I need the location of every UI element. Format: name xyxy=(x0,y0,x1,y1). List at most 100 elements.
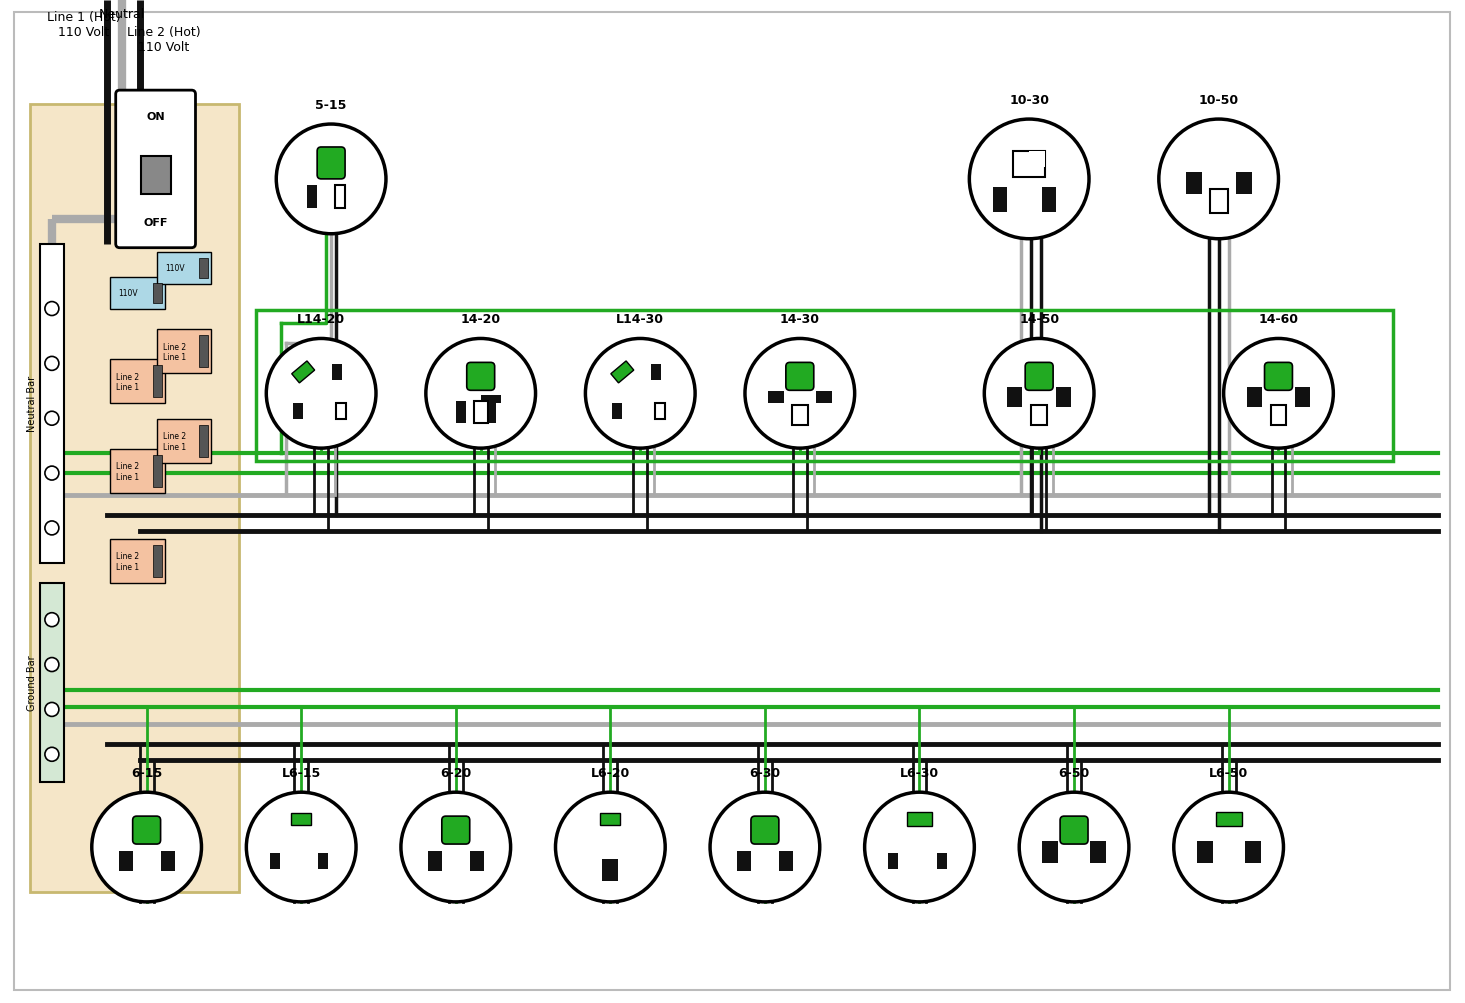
FancyBboxPatch shape xyxy=(785,363,813,391)
Bar xyxy=(1090,842,1106,864)
Bar xyxy=(1030,151,1045,168)
Text: 6-50: 6-50 xyxy=(1058,766,1090,779)
Text: 110V: 110V xyxy=(117,289,138,298)
Circle shape xyxy=(1223,339,1333,448)
Circle shape xyxy=(277,125,385,235)
Circle shape xyxy=(586,339,694,448)
Text: Line 2 (Hot)
110 Volt: Line 2 (Hot) 110 Volt xyxy=(127,26,201,54)
Circle shape xyxy=(45,412,59,426)
Bar xyxy=(335,404,346,420)
Bar xyxy=(318,854,328,870)
Bar xyxy=(110,278,164,309)
Bar xyxy=(270,854,280,870)
Bar xyxy=(1270,406,1286,426)
Bar xyxy=(816,392,832,404)
Bar xyxy=(308,186,316,209)
FancyBboxPatch shape xyxy=(316,147,346,180)
Bar xyxy=(199,336,208,368)
Bar xyxy=(1031,406,1047,426)
FancyBboxPatch shape xyxy=(752,816,779,845)
Bar xyxy=(768,392,784,404)
FancyBboxPatch shape xyxy=(1026,363,1053,391)
Bar xyxy=(110,540,164,583)
Bar xyxy=(161,852,174,871)
Text: Line 2
Line 1: Line 2 Line 1 xyxy=(116,552,139,571)
Bar xyxy=(602,860,618,881)
Circle shape xyxy=(746,339,854,448)
Text: L14-20: L14-20 xyxy=(297,313,346,326)
Bar xyxy=(141,156,170,195)
Circle shape xyxy=(92,792,202,902)
Text: L6-30: L6-30 xyxy=(900,766,939,779)
Bar xyxy=(473,402,488,424)
Bar xyxy=(456,402,466,424)
Bar xyxy=(737,852,752,871)
Polygon shape xyxy=(907,812,932,826)
Circle shape xyxy=(45,747,59,761)
Bar xyxy=(110,360,164,404)
Circle shape xyxy=(246,792,356,902)
Text: L6-50: L6-50 xyxy=(1209,766,1248,779)
Bar xyxy=(1008,388,1023,408)
Bar xyxy=(335,186,346,209)
Circle shape xyxy=(555,792,665,902)
Text: 14-20: 14-20 xyxy=(460,313,501,326)
FancyBboxPatch shape xyxy=(1061,816,1088,845)
Text: OFF: OFF xyxy=(144,218,168,228)
Bar xyxy=(293,404,303,420)
Circle shape xyxy=(45,522,59,536)
Text: 10-50: 10-50 xyxy=(1198,94,1239,107)
Polygon shape xyxy=(601,813,620,825)
Bar xyxy=(936,854,946,870)
Bar xyxy=(110,449,164,493)
Circle shape xyxy=(401,792,511,902)
Text: 5-15: 5-15 xyxy=(315,99,347,112)
Circle shape xyxy=(864,792,974,902)
Bar xyxy=(1210,190,1228,214)
Bar xyxy=(470,852,483,871)
Bar xyxy=(152,455,161,487)
Bar xyxy=(40,583,64,782)
Text: 6-15: 6-15 xyxy=(130,766,163,779)
Text: L14-30: L14-30 xyxy=(617,313,664,326)
Bar xyxy=(157,253,211,284)
Bar xyxy=(655,404,665,420)
Circle shape xyxy=(711,792,820,902)
Bar xyxy=(1235,173,1251,195)
Bar xyxy=(481,396,501,404)
Bar xyxy=(40,245,64,564)
Text: Neutral: Neutral xyxy=(98,8,145,21)
Text: Ground Bar: Ground Bar xyxy=(26,655,37,710)
Bar xyxy=(157,420,211,463)
Bar xyxy=(1185,173,1201,195)
Bar xyxy=(1295,388,1310,408)
Text: Line 1 (Hot)
110 Volt: Line 1 (Hot) 110 Volt xyxy=(47,11,120,39)
Bar xyxy=(1042,188,1056,213)
Bar xyxy=(888,854,898,870)
Circle shape xyxy=(45,613,59,627)
Text: 110V: 110V xyxy=(164,264,185,273)
Bar xyxy=(152,283,161,303)
Text: L6-20: L6-20 xyxy=(590,766,630,779)
Bar xyxy=(157,330,211,374)
Polygon shape xyxy=(292,813,311,825)
Bar xyxy=(428,852,442,871)
Text: 6-20: 6-20 xyxy=(440,766,472,779)
Text: 6-30: 6-30 xyxy=(750,766,781,779)
Bar xyxy=(256,310,1393,461)
Bar xyxy=(152,546,161,577)
Text: Line 2
Line 1: Line 2 Line 1 xyxy=(116,462,139,481)
Circle shape xyxy=(45,658,59,672)
Bar xyxy=(1197,842,1213,864)
Circle shape xyxy=(1173,792,1283,902)
Bar xyxy=(612,404,621,420)
FancyBboxPatch shape xyxy=(467,363,495,391)
Bar xyxy=(199,259,208,279)
Circle shape xyxy=(45,357,59,371)
Bar xyxy=(1014,151,1045,178)
FancyBboxPatch shape xyxy=(1264,363,1292,391)
Polygon shape xyxy=(1216,812,1242,826)
Polygon shape xyxy=(292,361,315,383)
FancyBboxPatch shape xyxy=(116,91,195,249)
Bar xyxy=(199,426,208,457)
